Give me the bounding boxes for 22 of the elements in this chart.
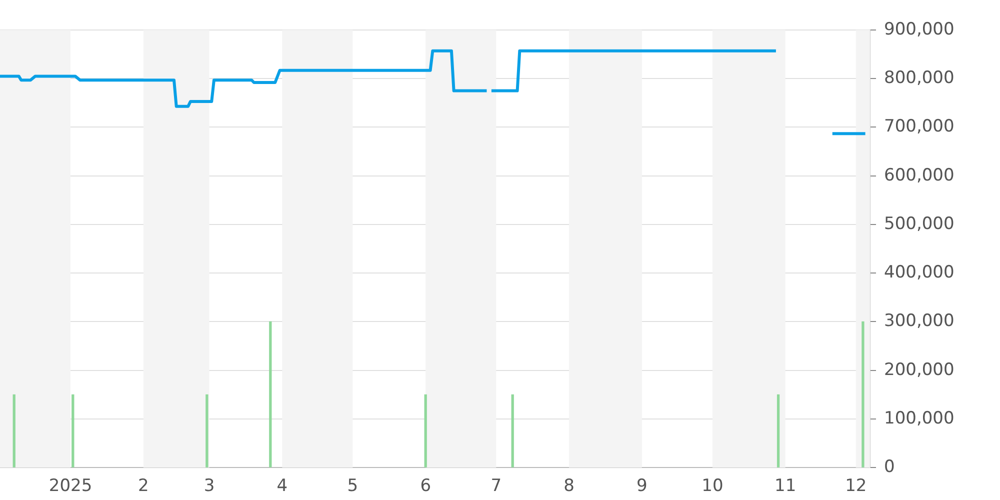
y-tick-label: 400,000 [884, 262, 954, 283]
y-tick-label: 700,000 [884, 116, 954, 137]
x-tick-label: 3 [204, 476, 215, 496]
x-tick-label: 8 [564, 476, 574, 496]
x-tick-label: 7 [490, 476, 502, 496]
x-tick-label: 12 [845, 476, 867, 496]
x-tick-label: 2025 [48, 476, 92, 496]
y-tick-label: 100,000 [884, 408, 954, 428]
x-tick-label: 10 [702, 476, 724, 496]
y-tick-label: 0 [884, 457, 895, 478]
y-tick-label: 900,000 [884, 19, 954, 40]
y-tick-label: 300,000 [884, 311, 954, 332]
x-tick-label: 11 [774, 476, 796, 496]
x-tick-label: 2 [138, 476, 149, 496]
x-tick-label: 4 [276, 476, 288, 496]
y-tick-label: 500,000 [884, 214, 954, 234]
x-tick-label: 5 [347, 476, 358, 496]
y-tick-label: 800,000 [884, 68, 954, 88]
x-tick-label: 6 [420, 476, 432, 496]
y-tick-label: 600,000 [884, 165, 954, 186]
y-tick-label: 200,000 [884, 360, 954, 380]
x-tick-label: 9 [636, 476, 648, 496]
